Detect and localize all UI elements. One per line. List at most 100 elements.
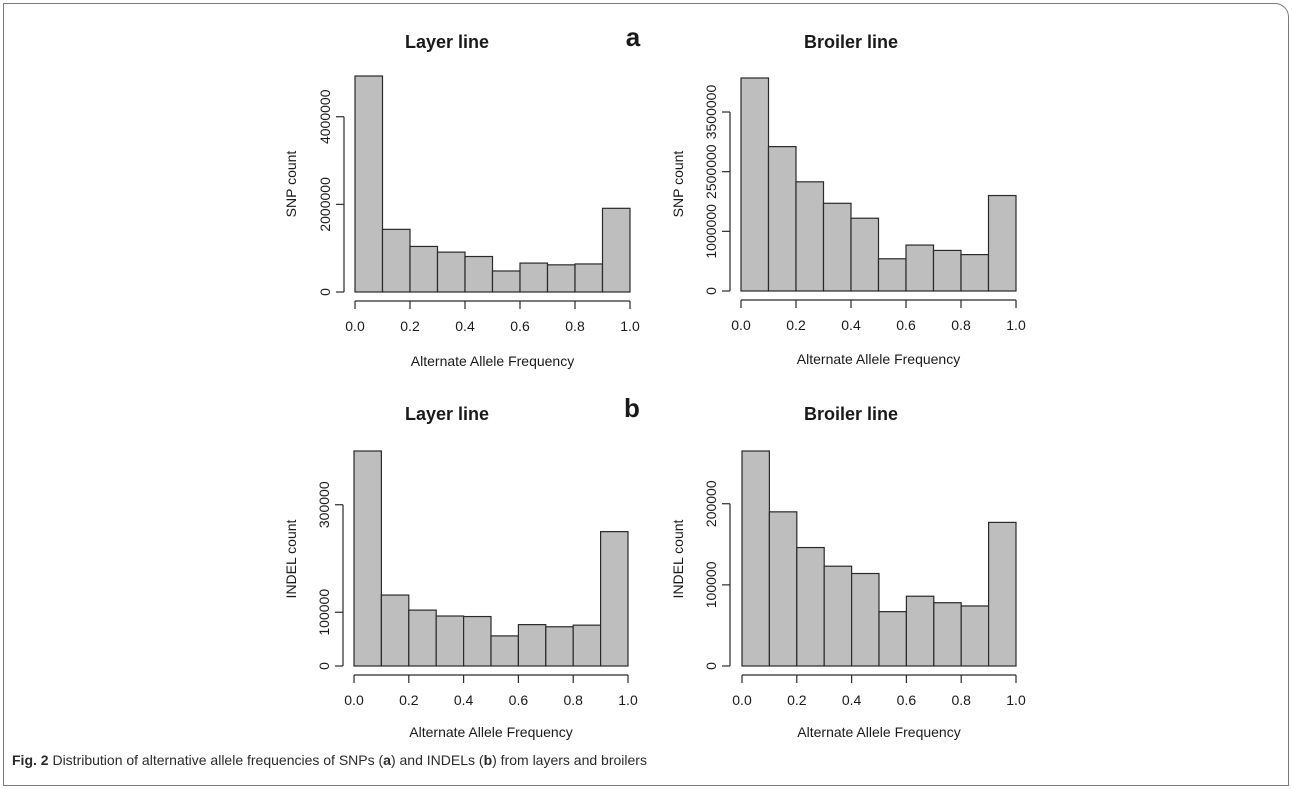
histogram-bar — [491, 270, 521, 293]
chart-1: 0.0 0.2 0.4 0.6 0.8 1.0 0 2000000 4000000 Layer l… — [283, 32, 640, 369]
x-tick-label: 0.8 — [951, 317, 971, 333]
y-tick-label: 100000 — [316, 589, 332, 636]
histogram-bar — [960, 254, 990, 292]
chart-3: 0.0 0.2 0.4 0.6 0.8 1.0 0 100000 300000 Layer lin… — [283, 404, 638, 740]
histogram-bar — [435, 615, 465, 667]
y-axis-label: SNP count — [670, 151, 686, 218]
chart-title: Layer line — [405, 404, 489, 424]
y-axis-label: INDEL count — [670, 519, 686, 598]
x-tick-label: 0.8 — [565, 318, 585, 334]
x-tick-label: 0.2 — [786, 317, 806, 333]
histogram-bar — [767, 146, 797, 292]
y-tick-label: 0 — [703, 662, 719, 670]
histogram-bar — [464, 255, 494, 293]
histogram-bar — [905, 244, 935, 292]
histogram-bar — [796, 546, 825, 667]
x-tick-label: 0.6 — [896, 317, 916, 333]
y-axis-label: INDEL count — [283, 519, 299, 598]
x-tick-label: 0.8 — [563, 692, 583, 708]
figure-frame — [3, 3, 1289, 786]
x-tick-label: 0.6 — [509, 692, 529, 708]
x-axis-label: Alternate Allele Frequency — [409, 724, 572, 740]
histogram-bar — [932, 249, 962, 292]
x-tick-label: 0.0 — [732, 692, 752, 708]
y-tick-label: 2500000 — [703, 144, 719, 199]
x-axis-label: Alternate Allele Frequency — [411, 353, 574, 369]
histogram-bar — [601, 207, 631, 293]
histogram-bar — [381, 228, 411, 293]
y-axis-label: SNP count — [283, 151, 299, 218]
histogram-bar — [878, 611, 907, 667]
caption-label: Fig. 2 — [12, 752, 49, 768]
x-tick-label: 0.2 — [399, 692, 419, 708]
histogram-bar — [741, 450, 770, 667]
histogram-bar — [850, 217, 880, 292]
histogram-bar — [822, 202, 852, 292]
y-tick-label: 0 — [317, 288, 333, 296]
histogram-bar — [823, 565, 853, 667]
histogram-bar — [354, 75, 384, 293]
y-tick-label: 0 — [316, 662, 332, 670]
histogram-bar — [599, 531, 629, 667]
y-tick-label: 0 — [703, 287, 719, 295]
y-tick-label: 200000 — [703, 480, 719, 527]
histogram-bar — [574, 263, 604, 293]
x-tick-label: 0.4 — [842, 692, 862, 708]
histogram-bar — [380, 594, 410, 667]
panel-label-a: a — [626, 22, 641, 52]
chart-title: Broiler line — [804, 404, 898, 424]
histogram-bar — [546, 264, 576, 293]
x-axis-label: Alternate Allele Frequency — [797, 351, 960, 367]
y-tick-label: 2000000 — [317, 177, 333, 232]
histogram-bar — [519, 262, 549, 293]
histogram-bar — [905, 595, 935, 667]
histogram-bar — [987, 194, 1017, 292]
histogram-bar — [987, 521, 1017, 667]
histogram-bar — [545, 626, 574, 667]
x-tick-label: 0.4 — [841, 317, 861, 333]
y-tick-label: 100000 — [703, 561, 719, 608]
x-tick-label: 0.4 — [455, 318, 475, 334]
histogram-bar — [436, 251, 466, 293]
histogram-bar — [463, 615, 492, 667]
caption-text-1: Distribution of alternative allele frequ… — [48, 752, 384, 768]
histogram-bar — [960, 605, 990, 667]
caption-panel-b: b — [483, 752, 493, 768]
histogram-bar — [572, 624, 602, 667]
histogram-bar — [740, 77, 770, 292]
x-tick-label: 1.0 — [620, 318, 640, 334]
x-tick-label: 1.0 — [1006, 692, 1026, 708]
y-tick-label: 3500000 — [703, 85, 719, 140]
chart-title: Broiler line — [804, 32, 898, 52]
x-tick-label: 0.6 — [510, 318, 530, 334]
histogram-bar — [850, 572, 880, 667]
figure-caption: Fig. 2 Distribution of alternative allel… — [12, 752, 647, 768]
x-axis-label: Alternate Allele Frequency — [797, 724, 960, 740]
x-tick-label: 0.4 — [454, 692, 474, 708]
x-tick-label: 0.2 — [400, 318, 420, 334]
histogram-bar — [877, 258, 907, 292]
chart-title: Layer line — [405, 32, 489, 52]
y-tick-label: 4000000 — [317, 89, 333, 144]
x-tick-label: 0.8 — [951, 692, 971, 708]
histogram-bar — [768, 511, 798, 667]
y-tick-label: 300000 — [316, 481, 332, 528]
histogram-bar — [490, 635, 519, 667]
x-tick-label: 1.0 — [1006, 317, 1026, 333]
chart-4: 0.0 0.2 0.4 0.6 0.8 1.0 0 100000 200000 Broiler l… — [670, 404, 1026, 740]
histogram-bar — [408, 609, 437, 667]
chart-2: 0.0 0.2 0.4 0.6 0.8 1.0 0 1000000 2500000 3500000… — [670, 32, 1026, 367]
caption-text-3: ) from layers and broilers — [492, 752, 647, 768]
caption-text-2: ) and INDELs ( — [390, 752, 484, 768]
histogram-bar — [517, 624, 547, 667]
x-tick-label: 0.0 — [344, 692, 364, 708]
histogram-bar — [795, 181, 825, 292]
x-tick-label: 0.2 — [787, 692, 807, 708]
histogram-bar — [353, 450, 382, 667]
caption-panel-a: a — [383, 752, 391, 768]
histogram-bar — [409, 245, 439, 293]
x-tick-label: 0.0 — [345, 318, 365, 334]
panel-label-b: b — [624, 393, 640, 423]
